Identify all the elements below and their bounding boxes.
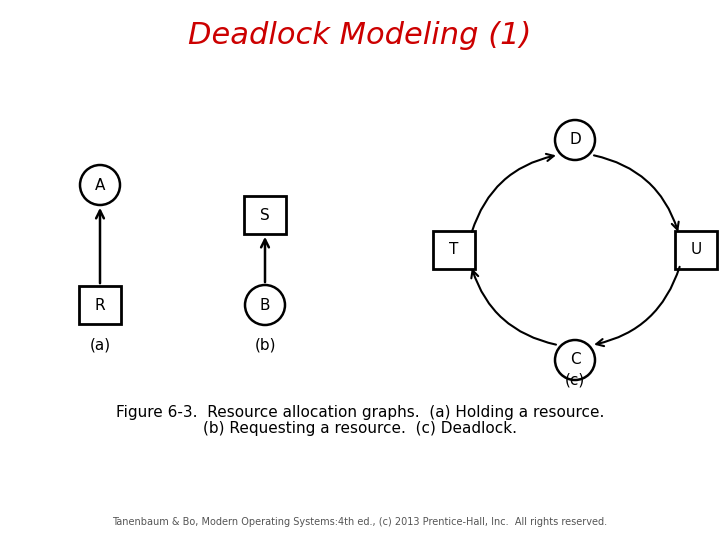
Text: S: S: [260, 207, 270, 222]
Circle shape: [80, 165, 120, 205]
Text: D: D: [569, 132, 581, 147]
Circle shape: [555, 340, 595, 380]
FancyBboxPatch shape: [79, 286, 121, 324]
FancyBboxPatch shape: [675, 231, 717, 269]
Text: (a): (a): [89, 338, 111, 353]
Text: R: R: [95, 298, 105, 313]
Text: (b) Requesting a resource.  (c) Deadlock.: (b) Requesting a resource. (c) Deadlock.: [203, 421, 517, 435]
Text: B: B: [260, 298, 270, 313]
Circle shape: [245, 285, 285, 325]
Circle shape: [555, 120, 595, 160]
Text: Figure 6-3.  Resource allocation graphs.  (a) Holding a resource.: Figure 6-3. Resource allocation graphs. …: [116, 404, 604, 420]
Text: (b): (b): [254, 338, 276, 353]
Text: U: U: [690, 242, 701, 258]
Text: (c): (c): [565, 373, 585, 388]
FancyBboxPatch shape: [244, 196, 286, 234]
Text: A: A: [95, 178, 105, 192]
Text: Tanenbaum & Bo, Modern Operating Systems:4th ed., (c) 2013 Prentice-Hall, Inc.  : Tanenbaum & Bo, Modern Operating Systems…: [112, 517, 608, 527]
Text: T: T: [449, 242, 459, 258]
Text: Deadlock Modeling (1): Deadlock Modeling (1): [189, 21, 531, 50]
Text: C: C: [570, 353, 580, 368]
FancyBboxPatch shape: [433, 231, 475, 269]
